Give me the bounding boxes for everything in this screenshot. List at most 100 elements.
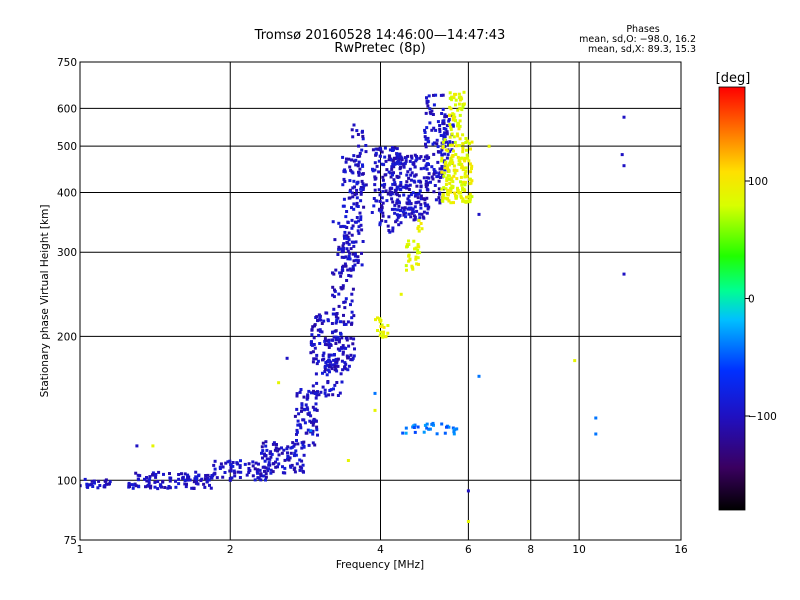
data-point xyxy=(350,191,354,195)
data-point xyxy=(451,123,455,127)
data-point xyxy=(417,245,421,249)
data-point xyxy=(197,473,201,477)
data-point xyxy=(307,389,311,393)
data-point xyxy=(352,202,356,206)
data-point xyxy=(136,477,140,481)
data-point xyxy=(361,172,365,176)
data-point xyxy=(316,433,319,437)
data-point xyxy=(255,469,259,473)
data-point xyxy=(327,346,331,349)
data-point xyxy=(379,319,383,322)
data-point xyxy=(306,428,310,432)
data-point xyxy=(424,185,428,189)
data-point xyxy=(438,199,442,202)
data-point xyxy=(323,370,327,374)
data-point xyxy=(268,457,272,461)
data-point xyxy=(309,414,313,418)
y-tick-label: 500 xyxy=(57,141,77,153)
data-point xyxy=(390,146,394,149)
data-point xyxy=(275,443,278,446)
data-point xyxy=(338,338,341,342)
data-point xyxy=(406,154,410,158)
data-point xyxy=(317,334,321,338)
data-point xyxy=(393,156,396,160)
data-point xyxy=(417,200,421,204)
data-point xyxy=(373,168,377,172)
data-point xyxy=(462,102,466,106)
data-point xyxy=(409,193,413,197)
data-point xyxy=(350,310,354,314)
data-point xyxy=(341,204,345,208)
data-point xyxy=(315,362,319,366)
data-point xyxy=(341,155,345,159)
data-point xyxy=(414,257,418,261)
data-point xyxy=(382,163,386,167)
data-point xyxy=(423,198,427,201)
data-point xyxy=(247,467,251,470)
data-point xyxy=(258,468,262,472)
data-point xyxy=(353,347,356,351)
data-point xyxy=(345,247,349,251)
data-point xyxy=(396,152,400,156)
data-point xyxy=(423,155,427,159)
data-point xyxy=(331,271,334,275)
data-point xyxy=(300,409,303,413)
data-point xyxy=(426,207,430,211)
data-point xyxy=(430,165,434,169)
data-point xyxy=(349,353,353,357)
data-point xyxy=(451,143,454,147)
data-point xyxy=(416,425,420,429)
data-point xyxy=(441,140,445,144)
data-point xyxy=(453,115,457,119)
data-point xyxy=(447,118,451,121)
data-point xyxy=(145,479,149,483)
data-point xyxy=(354,158,358,162)
data-point xyxy=(356,205,360,208)
data-point xyxy=(343,346,346,350)
data-point xyxy=(251,460,255,464)
data-point xyxy=(340,255,344,259)
data-point xyxy=(444,148,448,152)
data-point xyxy=(212,472,216,476)
data-point xyxy=(361,164,365,168)
axis-ticks: 1 2 4 6 8 10 16 75 100 200 300 400 500 600 750 xyxy=(57,57,688,556)
data-point xyxy=(382,330,386,334)
data-point xyxy=(275,457,279,461)
data-point xyxy=(442,133,446,137)
data-point xyxy=(388,148,392,152)
y-tick-label: 600 xyxy=(57,103,77,115)
data-point xyxy=(419,167,423,171)
data-point xyxy=(345,336,349,340)
data-point xyxy=(339,247,343,251)
data-point xyxy=(358,211,362,215)
data-point xyxy=(344,264,348,268)
data-point xyxy=(292,454,296,458)
data-point xyxy=(454,103,457,107)
data-point xyxy=(269,450,273,454)
data-point xyxy=(423,128,427,132)
data-point xyxy=(357,144,361,148)
data-point xyxy=(309,343,313,346)
data-point xyxy=(435,142,439,146)
data-point xyxy=(458,137,462,141)
data-point xyxy=(410,211,414,215)
data-point xyxy=(436,175,440,178)
data-point xyxy=(446,167,449,170)
data-point xyxy=(329,353,333,357)
data-point xyxy=(149,484,153,488)
data-point xyxy=(342,320,346,324)
data-point xyxy=(460,156,464,160)
data-point xyxy=(315,393,319,397)
data-point xyxy=(341,244,345,248)
data-point xyxy=(318,315,322,318)
data-point xyxy=(347,231,351,235)
data-point xyxy=(338,391,342,395)
data-point xyxy=(270,452,274,456)
data-point xyxy=(212,463,216,467)
data-point xyxy=(350,218,354,222)
data-point xyxy=(314,402,318,406)
data-point xyxy=(440,148,444,152)
data-point xyxy=(296,442,300,446)
data-point xyxy=(441,144,445,148)
data-point xyxy=(348,165,352,169)
